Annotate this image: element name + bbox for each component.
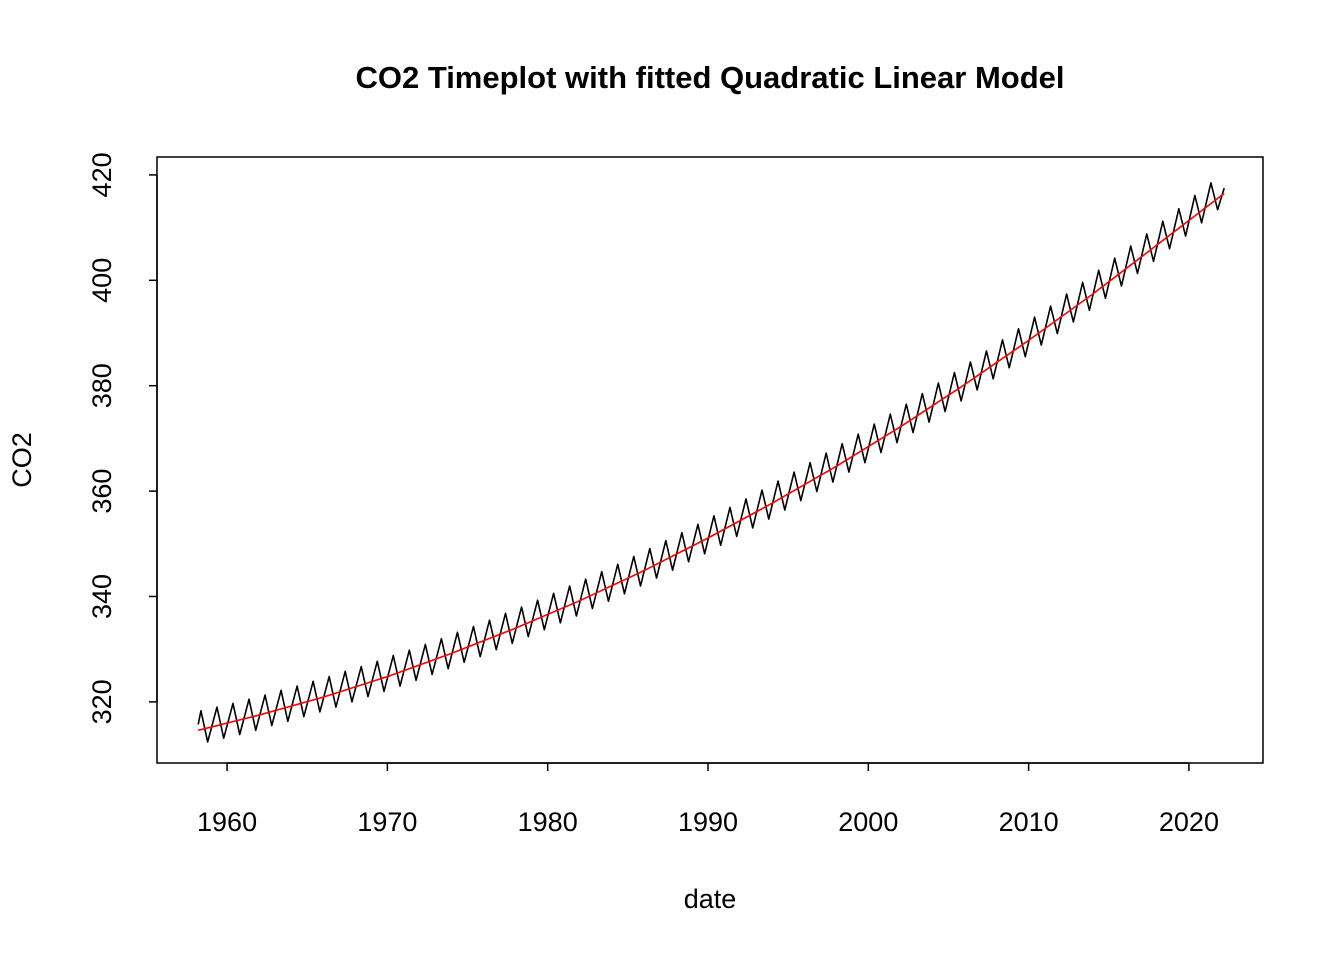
y-tick-label: 320 [87,679,117,724]
y-tick-label: 360 [87,469,117,514]
y-axis-label: CO2 [7,432,37,488]
y-tick-label: 420 [87,152,117,197]
y-tick-label: 400 [87,258,117,303]
chart-title: CO2 Timeplot with fitted Quadratic Linea… [355,60,1064,95]
y-tick-label: 380 [87,363,117,408]
x-tick-label: 1960 [197,807,257,837]
x-tick-label: 1990 [678,807,738,837]
series-line [197,182,1225,743]
x-axis-label: date [684,884,737,914]
y-tick-label: 340 [87,574,117,619]
x-tick-label: 1970 [357,807,417,837]
x-tick-label: 1980 [518,807,578,837]
x-tick-label: 2020 [1159,807,1219,837]
series-line [198,192,1225,732]
x-tick-label: 2010 [999,807,1059,837]
x-tick-label: 2000 [838,807,898,837]
